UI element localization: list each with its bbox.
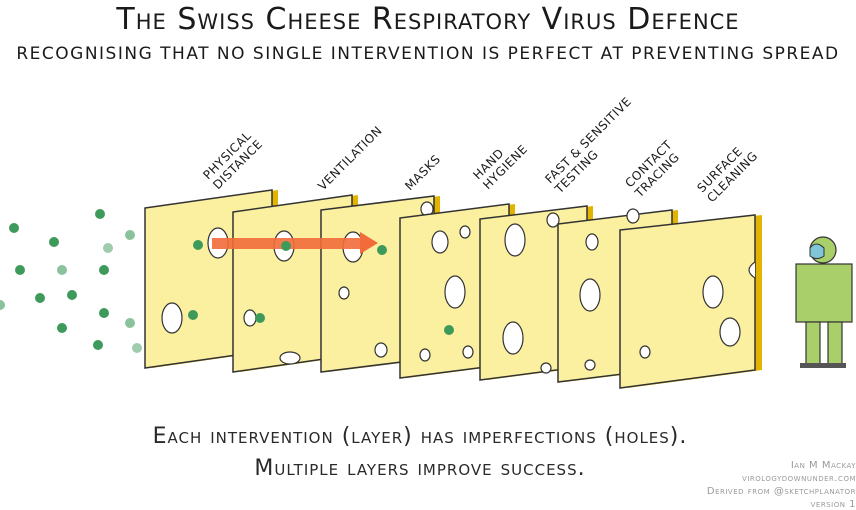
label-surface-cleaning: Surface Cleaning bbox=[694, 144, 760, 205]
credit-derived: Derived from @sketchplanator bbox=[706, 486, 856, 497]
svg-text:Ventilation: Ventilation bbox=[315, 123, 385, 193]
caption-line-2: Multiple layers improve success. bbox=[254, 456, 586, 481]
label-ventilation: Ventilation bbox=[315, 123, 385, 193]
virus-particles bbox=[0, 209, 454, 353]
label-hand-hygiene: Hand Hygiene bbox=[470, 142, 530, 192]
svg-text:Masks: Masks bbox=[402, 152, 443, 193]
diagram-subtitle: Recognising that no single intervention … bbox=[16, 44, 840, 64]
caption-line-1: Each intervention (layer) has imperfecti… bbox=[152, 424, 688, 449]
credit-site: virologydownunder.com bbox=[742, 473, 856, 484]
label-contact-tracing: Contact Tracing bbox=[622, 137, 682, 200]
label-masks: Masks bbox=[402, 152, 443, 193]
svg-text:Fast & Sensitive: Fast & Sensitive bbox=[542, 94, 634, 186]
credit-version: version 1 bbox=[810, 499, 856, 510]
protected-person bbox=[795, 236, 853, 368]
credit-author: Ian M Mackay bbox=[790, 460, 856, 471]
label-physical-distance: Physical Distance bbox=[200, 128, 265, 192]
cheese-slice-surface-cleaning bbox=[619, 214, 762, 389]
diagram-title: The Swiss Cheese Respiratory Virus Defen… bbox=[116, 2, 740, 37]
